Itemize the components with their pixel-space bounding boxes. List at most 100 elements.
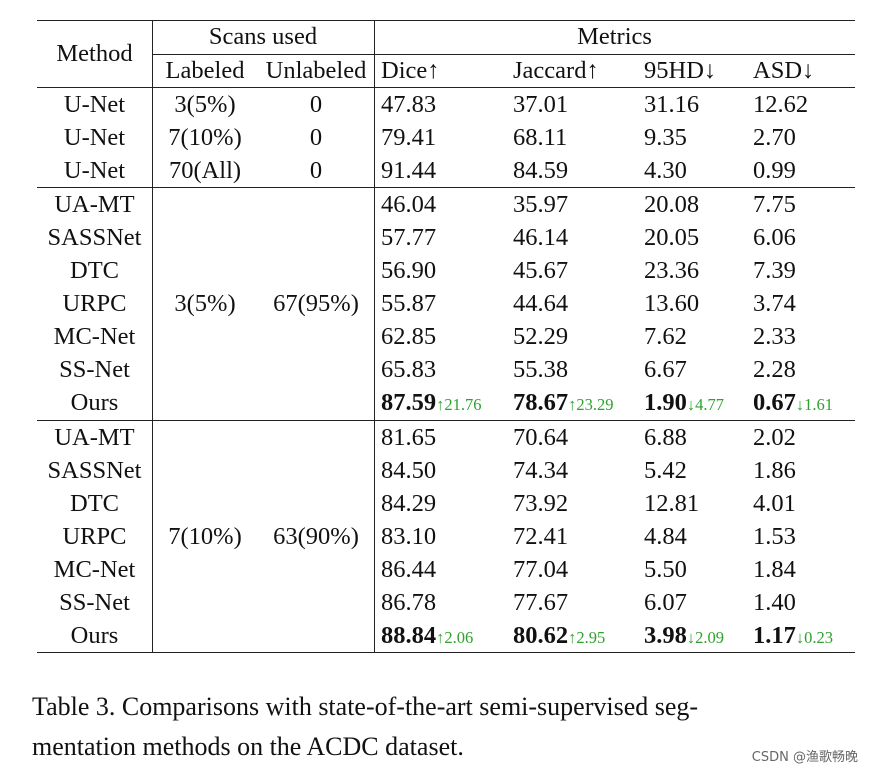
table-row-method: MC-Net xyxy=(53,323,136,350)
table-row-jaccard: 46.14 xyxy=(513,224,569,251)
table-row-method: U-Net xyxy=(63,91,126,118)
table-row-dice: 79.41 xyxy=(381,124,437,151)
ours-dice-delta: ↑21.76 xyxy=(436,395,482,414)
table-row-dice: 91.44 xyxy=(381,157,437,184)
ours-row-95hd: 3.98↓2.09 xyxy=(644,619,724,654)
header-labeled: Labeled xyxy=(165,57,245,84)
table-row-jaccard: 55.38 xyxy=(513,356,569,383)
table-row-dice: 84.50 xyxy=(381,457,437,484)
ours-row-asd: 0.67↓1.61 xyxy=(753,386,833,421)
ours-asd-value: 0.67 xyxy=(753,389,796,416)
table-row-jaccard: 73.92 xyxy=(513,490,569,517)
table-row-asd: 12.62 xyxy=(753,91,809,118)
table-row-method: DTC xyxy=(70,490,119,517)
table-row-95hd: 13.60 xyxy=(644,290,700,317)
table-row-asd: 1.84 xyxy=(753,556,796,583)
ours-row-dice: 87.59↑21.76 xyxy=(381,386,482,421)
ours-jaccard-value: 78.67 xyxy=(513,389,569,416)
ours-95hd-delta: ↓2.09 xyxy=(686,628,724,647)
method-divider xyxy=(152,20,153,652)
ours-jaccard-value: 80.62 xyxy=(513,622,569,649)
group-c-labeled: 7(10%) xyxy=(168,523,242,550)
table-row-method: DTC xyxy=(70,257,119,284)
header-unlabeled: Unlabeled xyxy=(265,57,367,84)
group-b-unlabeled: 67(95%) xyxy=(273,290,359,317)
ours-95hd-value: 3.98 xyxy=(644,622,687,649)
table-row-95hd: 6.67 xyxy=(644,356,687,383)
ours-dice-value: 87.59 xyxy=(381,389,437,416)
table-row-jaccard: 70.64 xyxy=(513,424,569,451)
ours-jaccard-delta: ↑23.29 xyxy=(568,395,614,414)
table-row-jaccard: 68.11 xyxy=(513,124,568,151)
table-row-95hd: 5.50 xyxy=(644,556,687,583)
table-row-95hd: 4.30 xyxy=(644,157,687,184)
table-row-jaccard: 45.67 xyxy=(513,257,569,284)
table-row-asd: 1.53 xyxy=(753,523,796,550)
header-jaccard: Jaccard↑ xyxy=(513,57,599,84)
table-row-jaccard: 35.97 xyxy=(513,191,569,218)
ours-row-95hd: 1.90↓4.77 xyxy=(644,386,724,421)
table-row-asd: 1.40 xyxy=(753,589,796,616)
table-row-dice: 56.90 xyxy=(381,257,437,284)
table-row-95hd: 7.62 xyxy=(644,323,687,350)
header-dice: Dice↑ xyxy=(381,57,440,84)
table-row-95hd: 6.07 xyxy=(644,589,687,616)
table-row-method: SS-Net xyxy=(59,589,130,616)
scans-metrics-rule xyxy=(152,54,855,55)
table-row-asd: 6.06 xyxy=(753,224,796,251)
table-row-jaccard: 44.64 xyxy=(513,290,569,317)
table-row-method: MC-Net xyxy=(53,556,136,583)
header-bottom-rule xyxy=(37,87,855,88)
table-row-asd: 2.02 xyxy=(753,424,796,451)
ours-asd-delta: ↓0.23 xyxy=(795,628,833,647)
table-row-95hd: 9.35 xyxy=(644,124,687,151)
ours-dice-delta: ↑2.06 xyxy=(436,628,474,647)
table-row-asd: 2.33 xyxy=(753,323,796,350)
table-row-dice: 81.65 xyxy=(381,424,437,451)
ours-row-jaccard: 80.62↑2.95 xyxy=(513,619,605,654)
table-caption-line1: Table 3. Comparisons with state-of-the-a… xyxy=(32,692,699,721)
table-row-dice: 65.83 xyxy=(381,356,437,383)
table-row-unlabeled: 0 xyxy=(309,91,323,118)
table-row-asd: 1.86 xyxy=(753,457,796,484)
table-row-jaccard: 77.67 xyxy=(513,589,569,616)
table-row-dice: 57.77 xyxy=(381,224,437,251)
header-asd: ASD↓ xyxy=(753,57,815,84)
table-row-dice: 46.04 xyxy=(381,191,437,218)
table-row-dice: 84.29 xyxy=(381,490,437,517)
ours-row-method: Ours xyxy=(70,389,119,416)
table-row-method: SASSNet xyxy=(47,457,142,484)
top-rule xyxy=(37,20,855,21)
table-row-unlabeled: 0 xyxy=(309,157,323,184)
table-caption-line2: mentation methods on the ACDC dataset. xyxy=(32,732,464,761)
table-row-95hd: 5.42 xyxy=(644,457,687,484)
table-row-method: UA-MT xyxy=(54,424,135,451)
ours-dice-value: 88.84 xyxy=(381,622,437,649)
group-a-bottom-rule xyxy=(37,187,855,188)
header-scans-used: Scans used xyxy=(208,23,318,50)
table-row-asd: 0.99 xyxy=(753,157,796,184)
table-row-95hd: 6.88 xyxy=(644,424,687,451)
ours-95hd-delta: ↓4.77 xyxy=(686,395,724,414)
table-row-method: URPC xyxy=(62,523,127,550)
table-row-jaccard: 77.04 xyxy=(513,556,569,583)
table-row-labeled: 3(5%) xyxy=(174,91,236,118)
table-row-method: SASSNet xyxy=(47,224,142,251)
ours-95hd-value: 1.90 xyxy=(644,389,687,416)
ours-row-dice: 88.84↑2.06 xyxy=(381,619,473,654)
table-row-dice: 47.83 xyxy=(381,91,437,118)
table-row-dice: 83.10 xyxy=(381,523,437,550)
table-row-95hd: 23.36 xyxy=(644,257,700,284)
table-row-method: U-Net xyxy=(63,124,126,151)
table-row-dice: 86.44 xyxy=(381,556,437,583)
table-row-jaccard: 37.01 xyxy=(513,91,569,118)
ours-row-method: Ours xyxy=(70,622,119,649)
table-row-labeled: 7(10%) xyxy=(168,124,242,151)
table-row-jaccard: 72.41 xyxy=(513,523,569,550)
table-row-method: URPC xyxy=(62,290,127,317)
table-row-95hd: 12.81 xyxy=(644,490,700,517)
group-c-unlabeled: 63(90%) xyxy=(273,523,359,550)
ours-row-jaccard: 78.67↑23.29 xyxy=(513,386,614,421)
table-row-jaccard: 84.59 xyxy=(513,157,569,184)
ours-row-asd: 1.17↓0.23 xyxy=(753,619,833,654)
